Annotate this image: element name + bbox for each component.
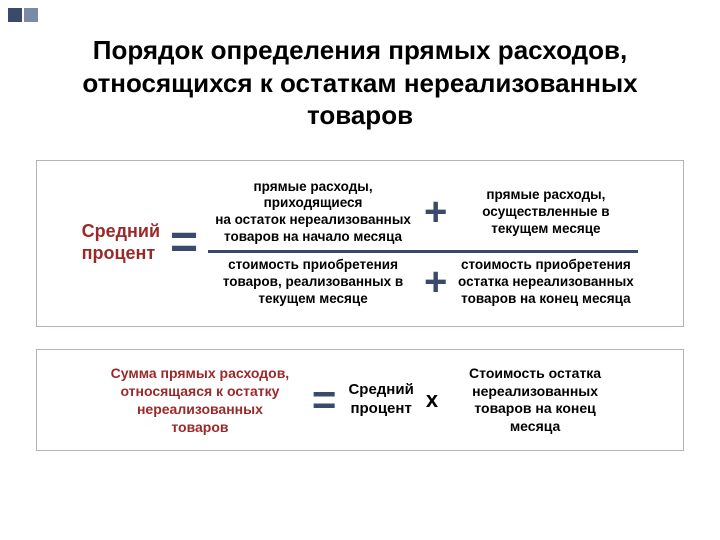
formula2-right: Стоимость остатканереализованныхтоваров … (450, 365, 620, 435)
numerator-a: прямые расходы, приходящиесяна остаток н… (208, 179, 418, 247)
denominator-b: стоимость приобретенияостатка нереализов… (453, 257, 638, 308)
formula1-left-label: Среднийпроцент (82, 221, 160, 264)
plus-icon: + (418, 262, 453, 302)
times-icon: х (422, 387, 442, 413)
formula2-mid: Среднийпроцент (348, 381, 413, 419)
numerator-b: прямые расходы,осуществленные втекущем м… (453, 187, 638, 238)
formula-1: Среднийпроцент = прямые расходы, приходя… (49, 175, 671, 312)
formula-2: Сумма прямых расходов,относящаяся к оста… (49, 364, 671, 437)
page-title: Порядок определения прямых расходов, отн… (36, 34, 684, 132)
formula1-fraction: прямые расходы, приходящиесяна остаток н… (208, 175, 638, 312)
formula-2-box: Сумма прямых расходов,относящаяся к оста… (36, 349, 684, 452)
equals-icon: = (308, 379, 341, 421)
denominator-row: стоимость приобретениятоваров, реализова… (208, 253, 638, 312)
equals-icon: = (166, 219, 202, 267)
formula-1-box: Среднийпроцент = прямые расходы, приходя… (36, 160, 684, 327)
numerator-row: прямые расходы, приходящиесяна остаток н… (208, 175, 638, 251)
plus-icon: + (418, 192, 453, 232)
denominator-a: стоимость приобретениятоваров, реализова… (208, 257, 418, 308)
corner-decoration (8, 8, 38, 22)
formula2-left: Сумма прямых расходов,относящаяся к оста… (100, 364, 300, 437)
